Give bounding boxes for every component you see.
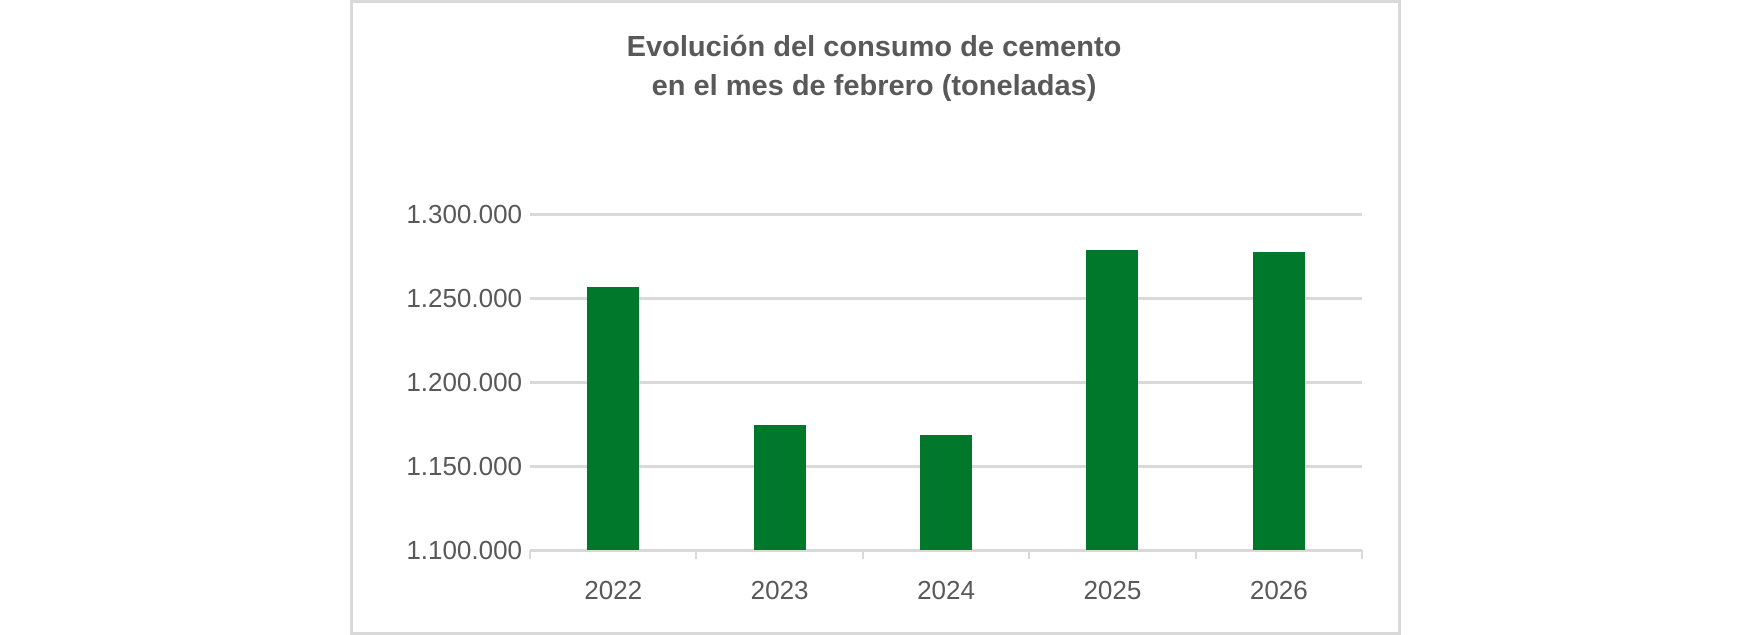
gridline [530, 381, 1362, 384]
x-axis-label-2024: 2024 [917, 575, 975, 605]
bar-2024 [920, 434, 972, 550]
x-axis-label-2026: 2026 [1249, 575, 1308, 605]
x-axis-tick-mark [529, 550, 531, 559]
chart-title-line-2: en el mes de febrero (toneladas) [651, 70, 1097, 102]
x-axis-tick-mark [1028, 550, 1031, 559]
chart-title: Evolución del consumo de cemento en el m… [350, 28, 1398, 106]
chart-title-line-1: Evolución del consumo de cemento [626, 31, 1122, 63]
x-axis-tick-mark [861, 550, 864, 559]
x-axis-label-2022: 2022 [584, 575, 643, 605]
x-axis-line [530, 549, 1362, 552]
chart-container [350, 0, 1401, 635]
bar-2022 [587, 287, 640, 550]
y-axis-tick-label: 1.200.000 [406, 367, 522, 397]
x-axis-tick-mark [695, 550, 698, 559]
bar-2025 [1086, 250, 1139, 550]
gridline [530, 213, 1362, 216]
y-axis-tick-label: 1.300.000 [406, 199, 522, 229]
x-axis-label-2025: 2025 [1083, 575, 1142, 605]
y-axis-tick-label: 1.150.000 [406, 451, 522, 481]
y-axis-tick-label: 1.250.000 [406, 283, 522, 313]
x-axis-label-2023: 2023 [750, 575, 809, 605]
y-axis-tick-label: 1.100.000 [406, 535, 522, 565]
bar-2023 [753, 424, 806, 550]
x-axis-tick-mark [1194, 550, 1197, 559]
gridline [530, 297, 1362, 300]
bar-2026 [1252, 251, 1305, 550]
x-axis-tick-mark [1361, 550, 1363, 559]
